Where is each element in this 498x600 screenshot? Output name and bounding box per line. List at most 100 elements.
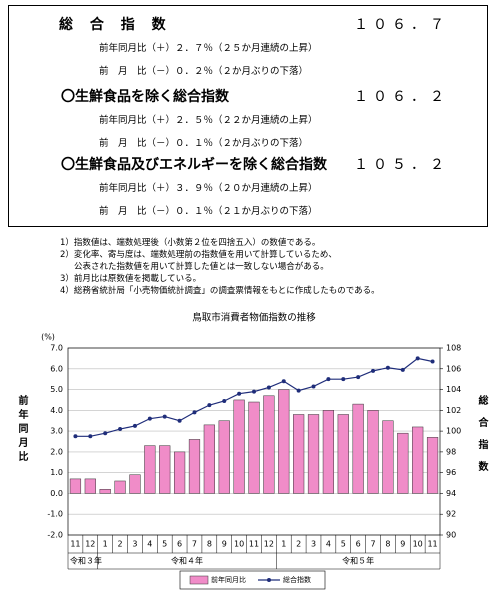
index-dot bbox=[88, 434, 93, 439]
y2-axis-label: 総合指数 bbox=[476, 394, 489, 483]
index-dot bbox=[192, 410, 197, 415]
bar bbox=[84, 478, 96, 494]
index-value: １０６．２ bbox=[354, 89, 449, 105]
y-tick-label: 3.0 bbox=[50, 427, 63, 436]
bar bbox=[129, 474, 141, 494]
bar bbox=[307, 414, 320, 494]
x-tick-label: 10 bbox=[413, 540, 423, 549]
x-tick-label: 1 bbox=[103, 540, 108, 549]
x-tick-label: 5 bbox=[162, 540, 167, 549]
index-dot bbox=[311, 384, 316, 389]
y-tick-label: 7.0 bbox=[50, 344, 63, 353]
x-group-label: 令和４年 bbox=[171, 556, 203, 566]
y-tick-label: -2.0 bbox=[47, 531, 63, 540]
x-tick-label: 8 bbox=[385, 540, 390, 549]
y-axis-label: 前年同月比 bbox=[16, 394, 29, 465]
bar bbox=[173, 451, 186, 494]
x-group-label: 令和３年 bbox=[70, 556, 102, 566]
index-dot bbox=[222, 398, 227, 403]
bar bbox=[99, 489, 111, 494]
x-tick-label: 11 bbox=[427, 540, 437, 549]
bar bbox=[293, 414, 305, 494]
bar bbox=[159, 445, 171, 494]
change-line: 前年同月比（＋）２．７％（２５か月連続の上昇） bbox=[99, 43, 318, 54]
note: 3）前月比は原数値を掲載している。 bbox=[60, 274, 202, 284]
index-dot bbox=[430, 359, 435, 364]
index-dot bbox=[400, 367, 405, 372]
change-line: 前 月 比（－）０．２％（２か月ぶりの下落） bbox=[99, 66, 309, 77]
note: 1）指数値は、端数処理後（小数第２位を四捨五入）の数値である。 bbox=[60, 238, 321, 248]
x-tick-label: 12 bbox=[85, 540, 95, 549]
index-dot bbox=[207, 403, 212, 408]
x-tick-label: 2 bbox=[296, 540, 301, 549]
index-dot bbox=[415, 356, 420, 361]
notes: 1）指数値は、端数処理後（小数第２位を四捨五入）の数値である。 2）変化率、寄与度… bbox=[60, 237, 380, 297]
index-dot bbox=[118, 427, 123, 432]
x-tick-label: 3 bbox=[132, 540, 137, 549]
y-tick-label: 5.0 bbox=[50, 385, 63, 394]
index-label: 〇生鮮食品及びエネルギーを除く総合指数 bbox=[61, 157, 327, 173]
x-tick-label: 12 bbox=[264, 540, 274, 549]
bar bbox=[337, 414, 349, 494]
y-tick-label: 6.0 bbox=[50, 364, 63, 373]
bar bbox=[248, 401, 260, 494]
legend-label: 前年同月比 bbox=[211, 575, 246, 584]
index-dot bbox=[177, 418, 182, 423]
x-tick-label: 10 bbox=[234, 540, 244, 549]
index-label: 総 合 指 数 bbox=[59, 17, 172, 33]
x-tick-label: 9 bbox=[222, 540, 227, 549]
bar bbox=[69, 478, 82, 494]
bar bbox=[218, 420, 230, 494]
x-tick-label: 11 bbox=[70, 540, 80, 549]
bar bbox=[188, 439, 201, 494]
y2-tick-label: 104 bbox=[446, 385, 461, 394]
note: 4）総務省統計局「小売物価統計調査」の調査票情報をもとに作成したものである。 bbox=[60, 286, 380, 296]
bar bbox=[412, 426, 424, 494]
y2-tick-label: 94 bbox=[446, 489, 456, 498]
x-tick-label: 3 bbox=[311, 540, 316, 549]
x-tick-label: 6 bbox=[177, 540, 182, 549]
x-tick-label: 7 bbox=[370, 540, 375, 549]
x-tick-label: 2 bbox=[118, 540, 123, 549]
chart: 鳥取市消費者物価指数の推移(%)前年同月比 総合指数-2.0-1.00.01.02… bbox=[16, 312, 489, 590]
note: 2）変化率、寄与度は、端数処理前の指数値を用いて計算しているため、 bbox=[60, 250, 337, 260]
index-dot bbox=[73, 434, 78, 439]
x-tick-label: 4 bbox=[147, 540, 152, 549]
change-line: 前年同月比（＋）２．５％（２２か月連続の上昇） bbox=[99, 115, 318, 126]
change-line: 前年同月比（＋）３．９％（２０か月連続の上昇） bbox=[99, 183, 318, 194]
x-tick-label: 7 bbox=[192, 540, 197, 549]
y2-tick-label: 90 bbox=[446, 531, 456, 540]
summary-box: 総 合 指 数 １０６．７ 前年同月比（＋）２．７％（２５か月連続の上昇） 前 月 比… bbox=[8, 5, 488, 227]
x-tick-label: 8 bbox=[207, 540, 212, 549]
y2-tick-label: 92 bbox=[446, 510, 456, 519]
index-dot bbox=[326, 377, 331, 382]
x-tick-label: 11 bbox=[249, 540, 259, 549]
change-line: 前 月 比（－）０．１％（２か月ぶりの下落） bbox=[99, 138, 309, 149]
index-dot bbox=[385, 365, 390, 370]
index-dot bbox=[266, 385, 271, 390]
legend-label: 総合指数 bbox=[283, 575, 311, 584]
y2-tick-label: 96 bbox=[446, 468, 456, 477]
index-value: １０５．２ bbox=[354, 157, 449, 173]
index-dot bbox=[103, 431, 108, 436]
bar bbox=[426, 437, 439, 494]
legend-box bbox=[179, 570, 326, 590]
index-dot bbox=[237, 391, 242, 396]
x-tick-label: 1 bbox=[281, 540, 286, 549]
y-tick-label: 1.0 bbox=[50, 468, 63, 477]
index-dot bbox=[371, 368, 376, 373]
x-tick-label: 5 bbox=[341, 540, 346, 549]
y2-tick-label: 108 bbox=[446, 344, 461, 353]
y2-tick-label: 106 bbox=[446, 364, 461, 373]
y-tick-label: 4.0 bbox=[50, 406, 63, 415]
bar bbox=[233, 399, 245, 494]
legend-dot bbox=[267, 578, 271, 582]
index-dot bbox=[162, 414, 167, 419]
bar bbox=[352, 403, 364, 494]
index-dot bbox=[356, 375, 361, 380]
index-dot bbox=[341, 377, 346, 382]
y-unit: (%) bbox=[41, 333, 55, 342]
index-dot bbox=[147, 416, 152, 421]
bar bbox=[114, 480, 126, 494]
